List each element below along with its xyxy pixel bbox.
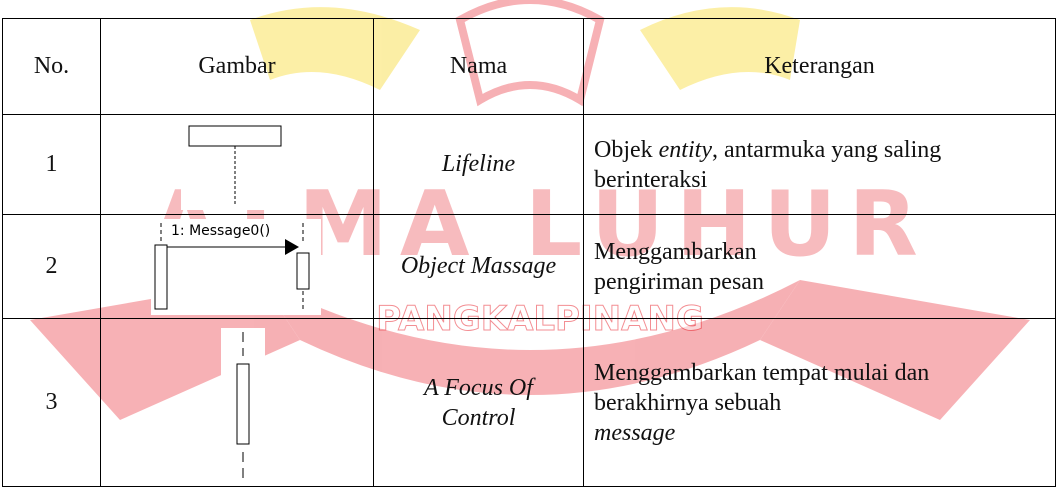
header-cell: Keterangan (583, 18, 1056, 115)
header-cell: Nama (373, 18, 584, 115)
name: Lifeline (441, 151, 516, 177)
image-cell (100, 318, 374, 487)
row: 2 1: Message0() Object Massage Menggamba… (2, 214, 1056, 319)
no-cell: 1 (2, 114, 101, 215)
arrow-head (285, 238, 299, 255)
header-cell: Gambar (100, 18, 374, 115)
desc: Menggambarkan pengiriman pesan (594, 238, 764, 295)
header-cell: No. (2, 18, 101, 115)
row: 1 Lifeline Objek entity, antarmuka yang … (2, 114, 1056, 215)
desc-cell: Menggambarkan pengiriman pesan (583, 214, 1056, 319)
name: Object Massage (400, 253, 557, 279)
desc-cell: Objek entity, antarmuka yang saling beri… (583, 114, 1056, 215)
desc-italic: entity (658, 136, 712, 163)
desc: , antarmuka yang saling berinteraksi (594, 136, 942, 193)
desc: Menggambarkan tempat mulai dan berakhirn… (594, 359, 930, 416)
name-cell: A Focus Of Control (373, 318, 584, 487)
message-label: 1: Message0() (171, 223, 270, 239)
row: 3 A Focus Of Control Menggambarkan tempa… (2, 318, 1056, 487)
desc-cell: Menggambarkan tempat mulai dan berakhirn… (583, 318, 1056, 487)
image-cell: 1: Message0() (100, 214, 374, 319)
lifeline-icon (181, 119, 291, 210)
table: No. Gambar Nama Keterangan 1 Lifeline Ob… (2, 18, 1056, 487)
no-cell: 2 (2, 214, 101, 319)
activation (154, 244, 168, 309)
header-row: No. Gambar Nama Keterangan (2, 18, 1056, 115)
desc: Objek (594, 136, 653, 163)
name-cell: Lifeline (373, 114, 584, 215)
activation (236, 363, 250, 444)
focus-icon (221, 327, 265, 478)
activation (296, 252, 310, 289)
desc-italic: message (594, 419, 676, 446)
image-cell (100, 114, 374, 215)
no-cell: 3 (2, 318, 101, 487)
name-cell: Object Massage (373, 214, 584, 319)
lifeline-box (188, 125, 282, 146)
message-icon: 1: Message0() (151, 218, 321, 315)
name: A Focus Of Control (424, 374, 533, 431)
